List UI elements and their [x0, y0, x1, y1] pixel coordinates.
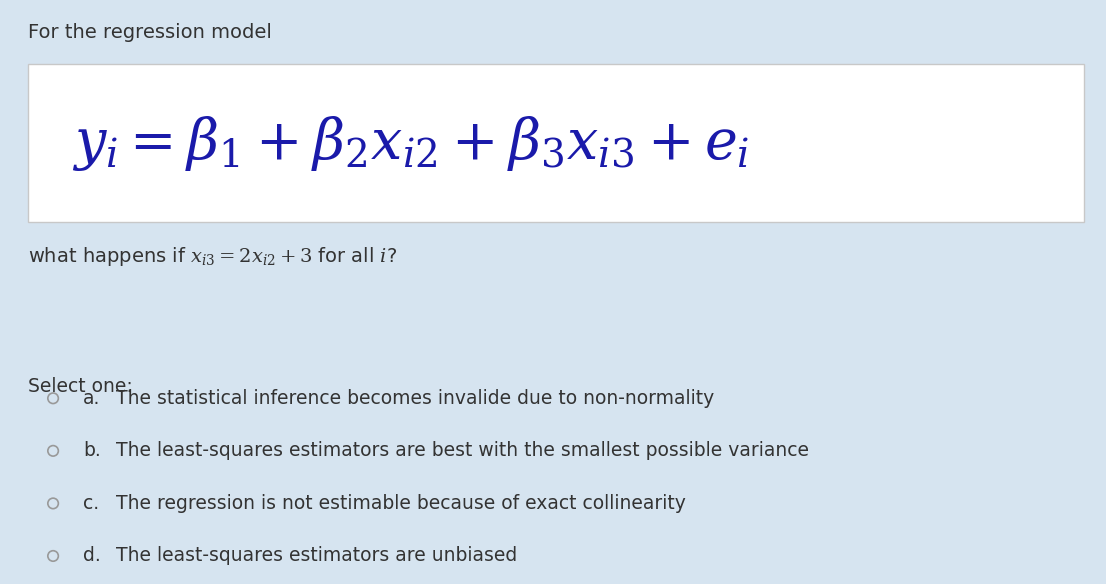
- Text: Select one:: Select one:: [28, 377, 133, 396]
- Text: d.: d.: [83, 547, 101, 565]
- Text: The regression is not estimable because of exact collinearity: The regression is not estimable because …: [116, 494, 686, 513]
- Text: For the regression model: For the regression model: [28, 23, 272, 43]
- Text: c.: c.: [83, 494, 100, 513]
- Text: $y_i = \beta_1 + \beta_2 x_{i2} + \beta_3 x_{i3} + e_i$: $y_i = \beta_1 + \beta_2 x_{i2} + \beta_…: [72, 113, 749, 173]
- Text: b.: b.: [83, 442, 101, 460]
- Text: The least-squares estimators are unbiased: The least-squares estimators are unbiase…: [116, 547, 518, 565]
- Text: a.: a.: [83, 389, 101, 408]
- Text: The statistical inference becomes invalide due to non-normality: The statistical inference becomes invali…: [116, 389, 714, 408]
- FancyBboxPatch shape: [28, 64, 1084, 222]
- Text: what happens if $x_{i3} = 2x_{i2} + 3$ for all $i$?: what happens if $x_{i3} = 2x_{i2} + 3$ f…: [28, 245, 397, 268]
- Text: The least-squares estimators are best with the smallest possible variance: The least-squares estimators are best wi…: [116, 442, 810, 460]
